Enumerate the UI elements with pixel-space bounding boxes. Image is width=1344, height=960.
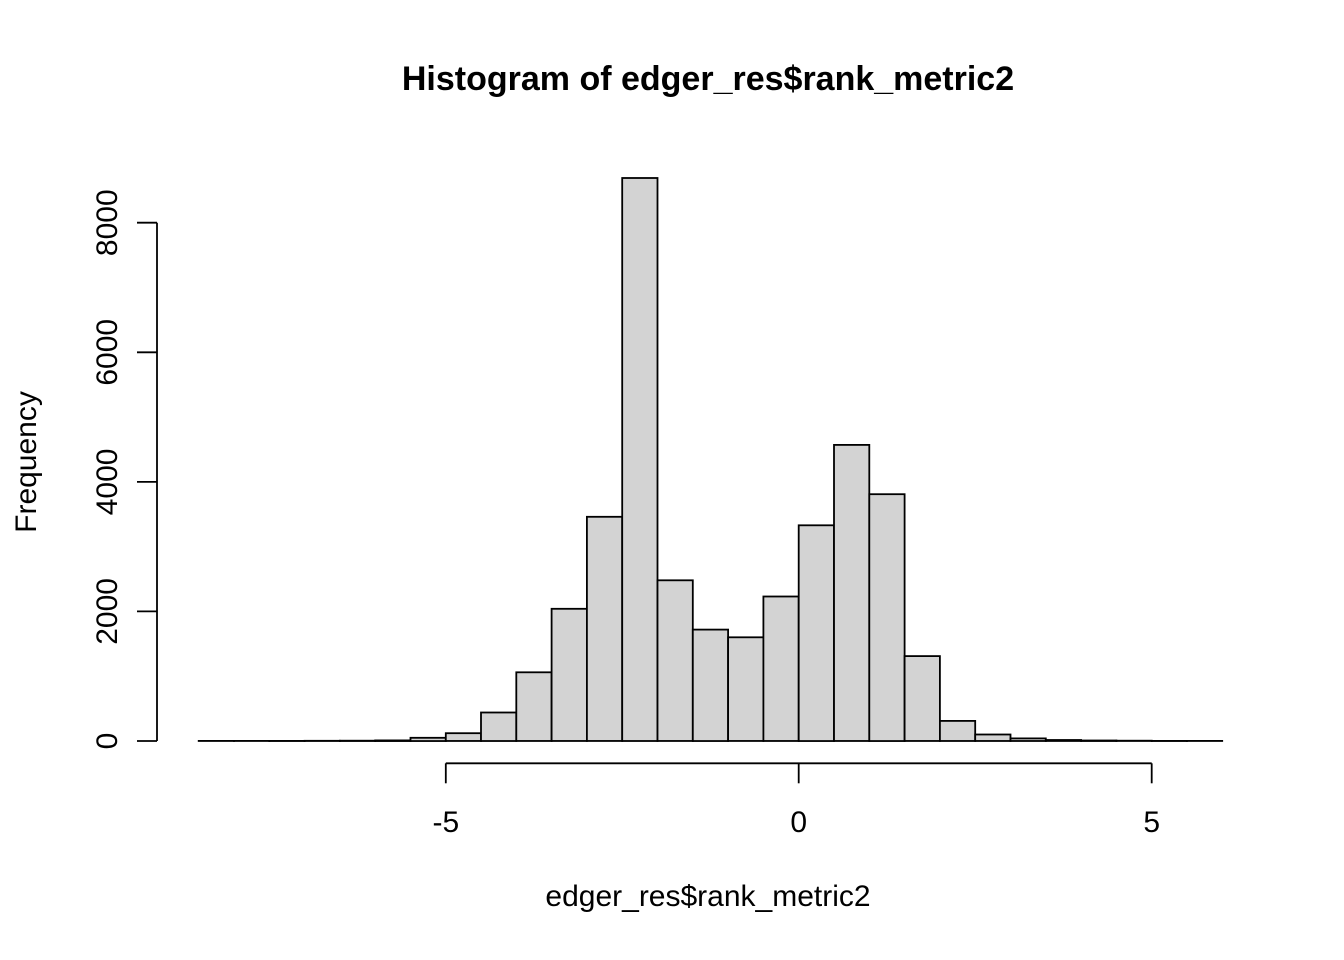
x-tick-label: 0 bbox=[790, 806, 807, 839]
y-tick-label: 0 bbox=[91, 733, 124, 750]
histogram-bar bbox=[903, 655, 941, 742]
histogram-bar bbox=[515, 671, 553, 742]
plot-title: Histogram of edger_res$rank_metric2 bbox=[402, 60, 1014, 98]
histogram-bar bbox=[833, 443, 871, 742]
histogram-bar bbox=[1080, 739, 1118, 742]
y-axis: 0 2000 4000 6000 8000 bbox=[91, 189, 158, 750]
y-tick-label: 4000 bbox=[91, 449, 124, 516]
histogram-bar bbox=[797, 524, 835, 742]
histogram-bar bbox=[444, 732, 482, 742]
histogram-bar bbox=[762, 595, 800, 742]
x-axis-title: edger_res$rank_metric2 bbox=[545, 880, 870, 913]
histogram-bar bbox=[480, 711, 518, 742]
y-axis-title: Frequency bbox=[10, 391, 43, 533]
histogram-bar bbox=[1009, 737, 1047, 742]
histogram-bar bbox=[656, 579, 694, 742]
histogram-bar bbox=[727, 636, 765, 742]
histogram-bar bbox=[691, 628, 729, 742]
y-tick-label: 8000 bbox=[91, 189, 124, 256]
histogram-bars bbox=[197, 177, 1224, 742]
y-tick-label: 2000 bbox=[91, 578, 124, 645]
x-tick-label: -5 bbox=[432, 806, 459, 839]
histogram-bar bbox=[974, 733, 1012, 742]
histogram-bar bbox=[550, 607, 588, 742]
y-tick-label: 6000 bbox=[91, 319, 124, 386]
histogram-bar bbox=[868, 493, 906, 742]
x-axis: -5 0 5 bbox=[432, 762, 1160, 839]
histogram-bar bbox=[409, 736, 447, 742]
histogram-bar bbox=[939, 720, 977, 742]
histogram-bar bbox=[1044, 739, 1083, 742]
x-tick-label: 5 bbox=[1143, 806, 1160, 839]
histogram-bar bbox=[374, 739, 412, 742]
histogram-bar bbox=[621, 177, 659, 742]
histogram-bar bbox=[586, 515, 624, 742]
